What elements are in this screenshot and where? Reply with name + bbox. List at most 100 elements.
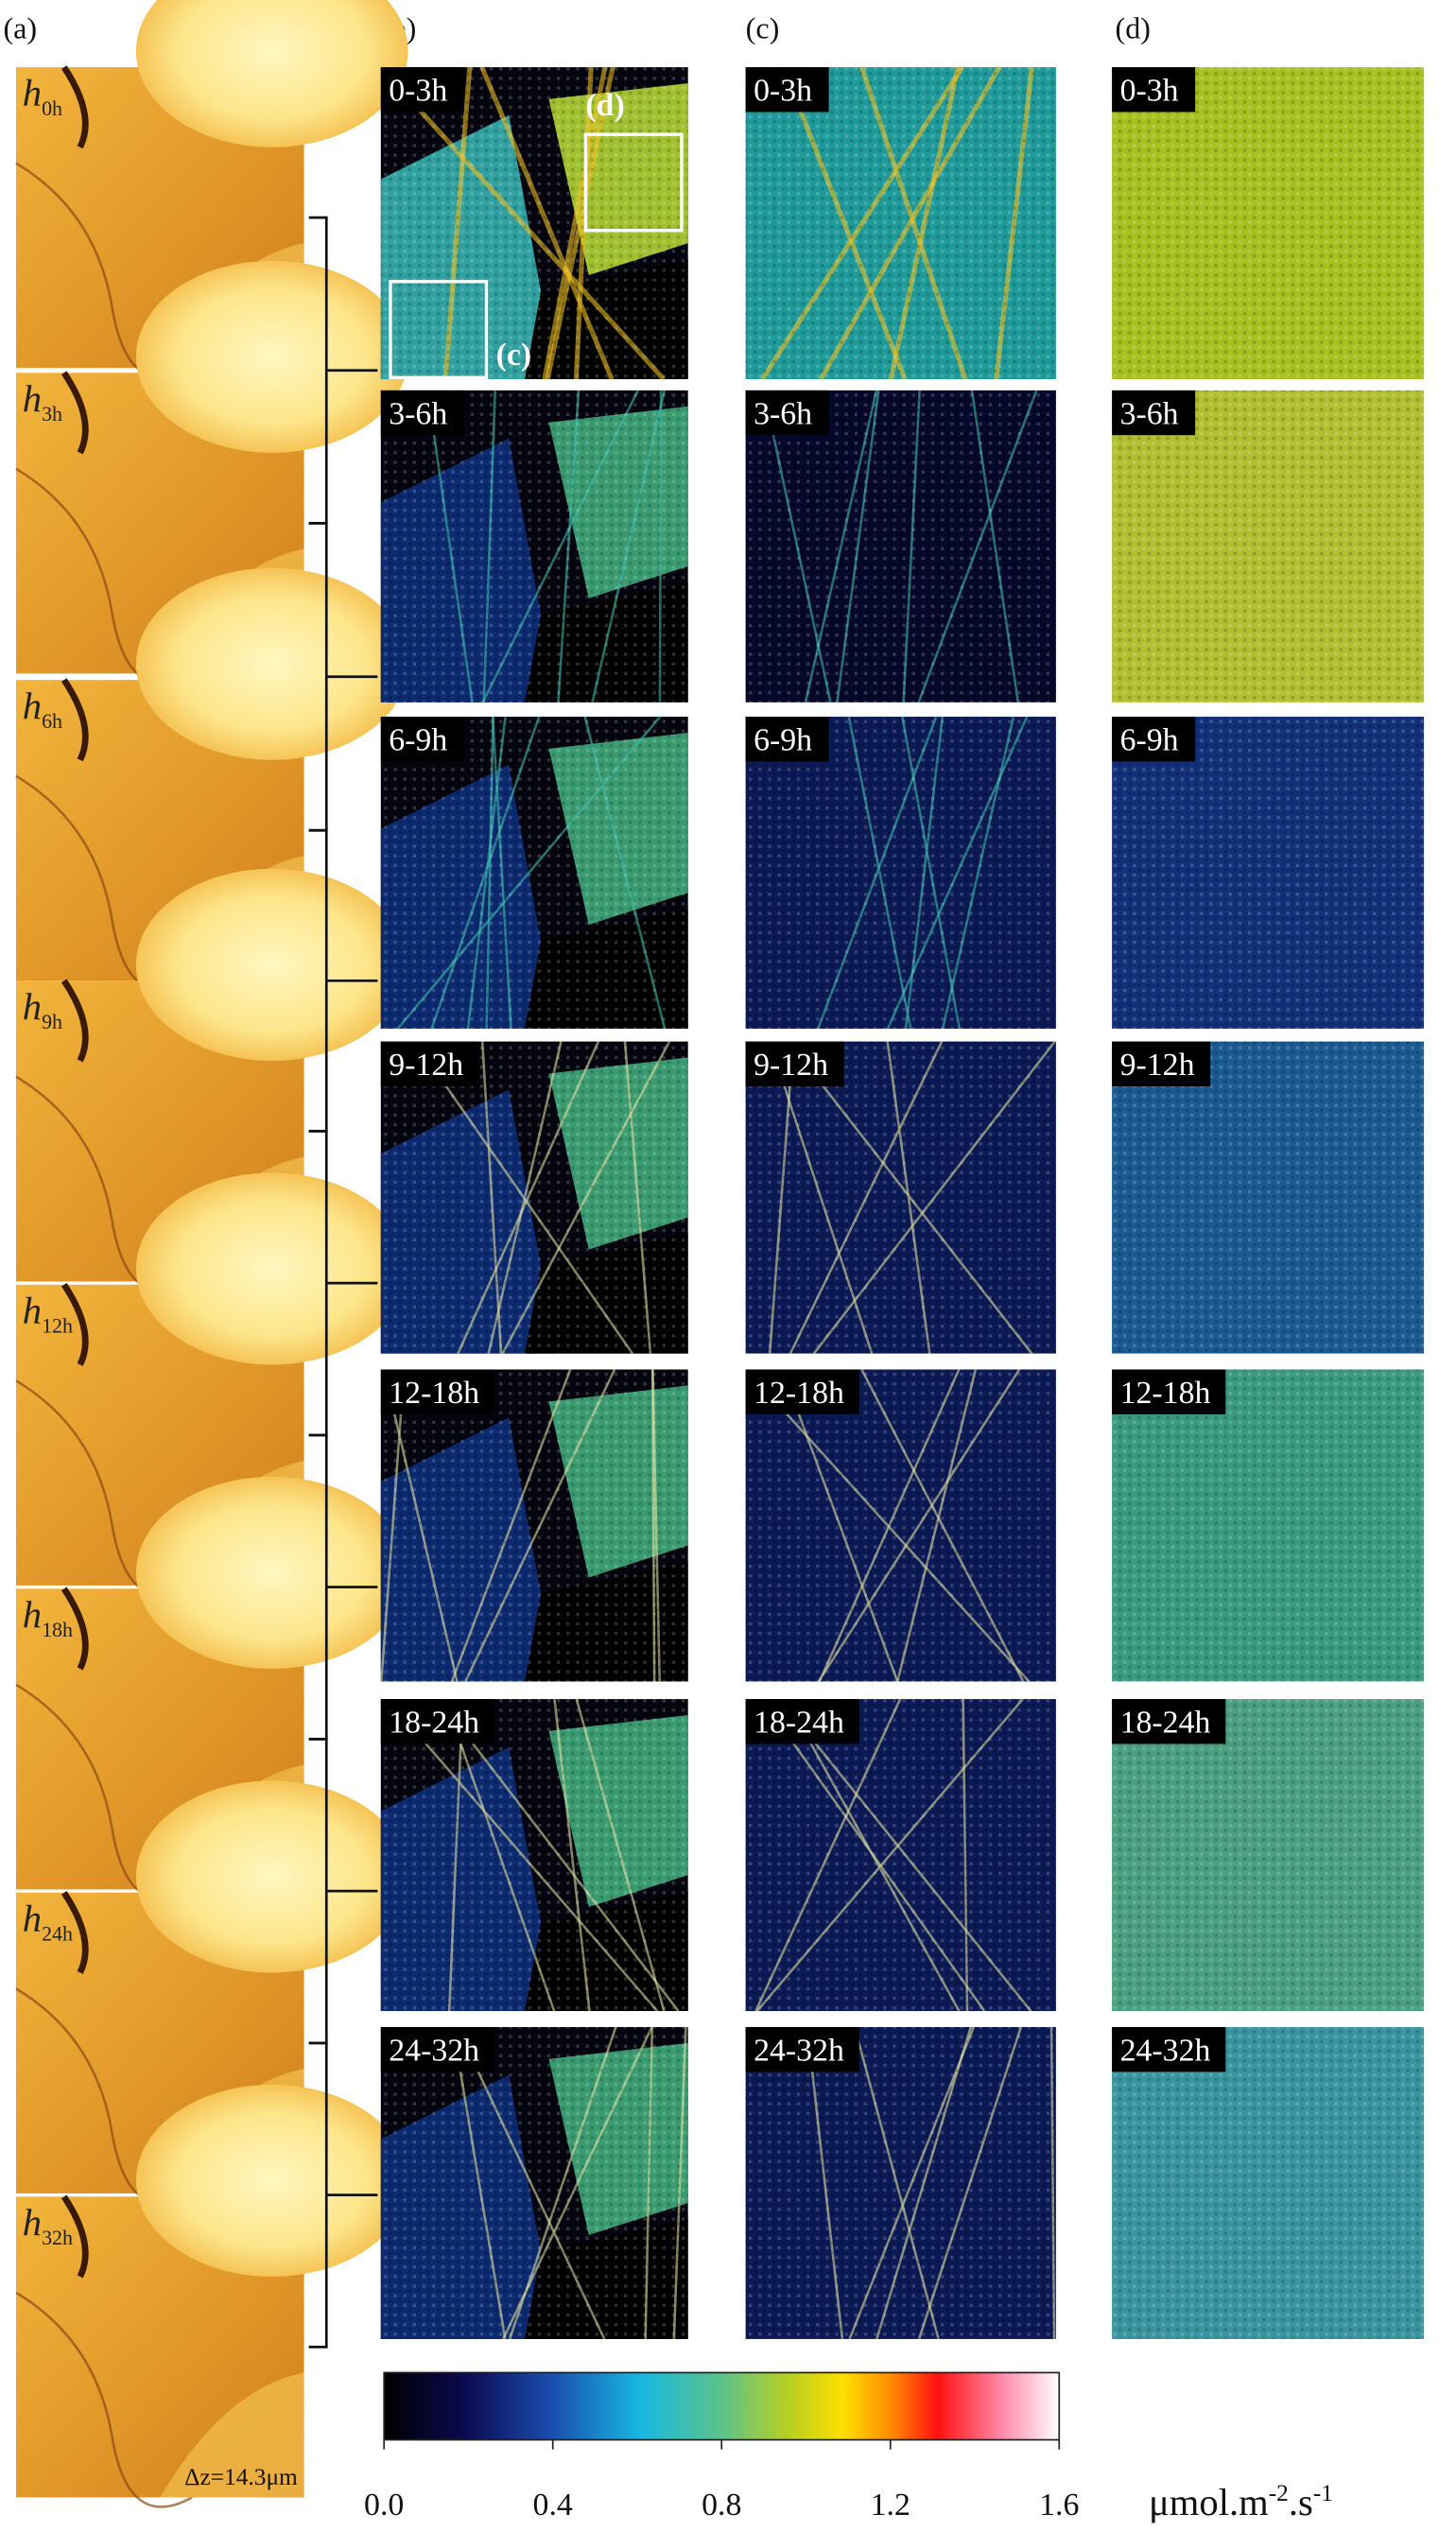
interval-box <box>380 1699 494 1744</box>
height-label: h0h <box>23 72 62 120</box>
interval-label: 24-32h <box>389 2034 479 2069</box>
height-symbol: h <box>23 1289 42 1331</box>
interval-label: 6-9h <box>754 723 812 758</box>
flux-map-zoom-c: 12-18h <box>745 1368 1056 1683</box>
flux-map-zoom-d: 24-32h <box>1112 2026 1425 2339</box>
height-feature <box>135 567 408 760</box>
interval-label: 24-32h <box>754 2034 844 2069</box>
height-feature <box>135 260 408 453</box>
flux-map-zoom-c: 6-9h <box>745 716 1056 1030</box>
height-label: h9h <box>23 985 62 1033</box>
colorbar: μmol.m-2.s-1 <box>383 2371 1333 2523</box>
height-feature <box>61 1282 89 1366</box>
interval-label: 18-24h <box>754 1706 844 1741</box>
height-symbol: h <box>23 685 42 727</box>
flux-texture <box>380 390 688 702</box>
flux-map-zoom-d: 6-9h <box>1112 717 1425 1030</box>
height-symbol: h <box>23 2201 42 2244</box>
flux-texture <box>1112 1369 1425 1682</box>
flux-map-zoom-c: 9-12h <box>745 1040 1056 1355</box>
flux-map-zoom-d: 3-6h <box>1112 390 1425 702</box>
height-label: h32h <box>23 2201 73 2249</box>
interval-label: 3-6h <box>389 396 447 431</box>
flux-texture <box>380 2026 688 2339</box>
height-subscript: 0h <box>42 96 62 120</box>
height-feature <box>135 868 408 1061</box>
height-symbol: h <box>23 1897 42 1939</box>
colorbar-tick-label: 0.4 <box>533 2488 573 2522</box>
interval-box <box>745 1369 859 1414</box>
height-feature <box>160 2372 304 2498</box>
flux-texture <box>745 1041 1056 1354</box>
flux-texture <box>745 1699 1056 2012</box>
colorbar-tick-label: 0.8 <box>702 2488 741 2522</box>
flux-map-zoom-c: 3-6h <box>745 390 1056 703</box>
interval-label: 18-24h <box>1120 1706 1211 1741</box>
flux-map-full: 24-32h <box>380 2026 688 2340</box>
unit-base: μmol.m <box>1149 2481 1269 2523</box>
flux-texture <box>380 1369 688 1682</box>
interval-box <box>380 717 464 762</box>
unit-exponent: -2 <box>1269 2480 1289 2506</box>
height-subscript: 3h <box>42 402 62 425</box>
height-symbol: h <box>23 377 42 420</box>
inset-box <box>389 280 489 380</box>
flux-map-full: 0-3h <box>378 65 688 381</box>
interval-label: 0-3h <box>754 74 812 109</box>
interval-box <box>380 1369 494 1414</box>
interval-label: 12-18h <box>754 1376 844 1411</box>
height-subscript: 18h <box>42 1618 73 1641</box>
bracket <box>308 2041 378 2349</box>
interval-label: 24-32h <box>1120 2034 1211 2069</box>
height-symbol: h <box>23 1593 42 1636</box>
flux-map-full: 9-12h <box>380 1040 688 1355</box>
height-label: h3h <box>23 377 62 425</box>
flux-map-zoom-d: 12-18h <box>1112 1369 1425 1682</box>
height-label: h12h <box>23 1289 73 1337</box>
interval-box <box>745 390 829 436</box>
interval-box <box>1112 1369 1226 1414</box>
height-feature <box>135 2084 408 2277</box>
colorbar-tick-label: 0.0 <box>364 2488 404 2522</box>
height-symbol: h <box>23 985 42 1028</box>
flux-map-zoom-c: 18-24h <box>745 1698 1056 2012</box>
flux-texture <box>380 1041 688 1354</box>
height-subscript: 6h <box>42 709 62 733</box>
inset-label: (c) <box>496 338 532 373</box>
height-feature <box>135 1476 408 1669</box>
height-feature <box>135 1780 408 1973</box>
interval-box <box>745 67 829 113</box>
flux-texture <box>380 67 688 380</box>
interval-label: 6-9h <box>389 723 447 758</box>
flux-map-zoom-c: 24-32h <box>745 2026 1056 2340</box>
flux-map-full: 18-24h <box>380 1698 688 2012</box>
inset-box <box>583 132 684 233</box>
height-feature <box>61 371 89 455</box>
height-feature <box>15 2291 193 2508</box>
interval-box <box>745 1041 844 1086</box>
interval-box <box>1112 2026 1226 2072</box>
flux-texture <box>1112 717 1425 1030</box>
interval-label: 9-12h <box>1120 1048 1195 1083</box>
unit-base: .s <box>1289 2481 1313 2523</box>
flux-texture <box>1112 67 1425 380</box>
flux-map-zoom-d: 18-24h <box>1112 1699 1425 2012</box>
interval-box <box>1112 1041 1211 1086</box>
height-subscript: 24h <box>42 1922 73 1946</box>
flux-map-full: 12-18h <box>380 1368 688 1683</box>
interval-box <box>745 717 829 762</box>
flux-texture <box>1112 2026 1425 2339</box>
colorbar-scale <box>383 2371 1061 2441</box>
column-label: (a) <box>3 11 37 45</box>
inset-label: (d) <box>585 88 624 123</box>
flux-texture <box>745 67 1056 380</box>
interval-label: 6-9h <box>1120 723 1179 758</box>
interval-box <box>380 2026 494 2072</box>
interval-label: 12-18h <box>389 1376 479 1411</box>
flux-texture <box>380 1699 688 2012</box>
interval-box <box>745 1699 859 1744</box>
column-label: (c) <box>746 11 780 45</box>
flux-map-full: 6-9h <box>380 716 688 1030</box>
